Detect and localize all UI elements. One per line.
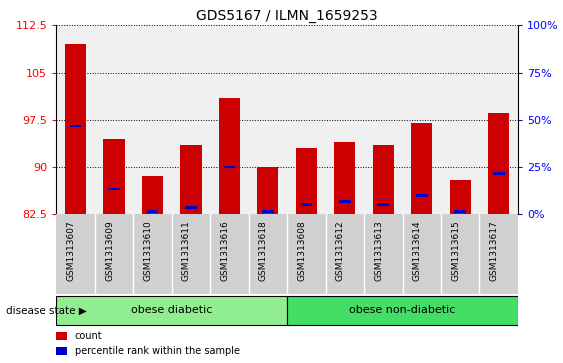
Bar <box>373 145 394 214</box>
Text: GSM1313618: GSM1313618 <box>259 221 268 281</box>
Text: GSM1313610: GSM1313610 <box>144 221 153 281</box>
Text: GSM1313607: GSM1313607 <box>66 221 75 281</box>
Bar <box>334 142 355 214</box>
Bar <box>104 139 124 214</box>
Text: obese diabetic: obese diabetic <box>131 305 212 315</box>
Title: GDS5167 / ILMN_1659253: GDS5167 / ILMN_1659253 <box>196 9 378 23</box>
Text: GSM1313608: GSM1313608 <box>297 221 306 281</box>
Legend: count, percentile rank within the sample: count, percentile rank within the sample <box>56 331 240 356</box>
Bar <box>70 125 82 127</box>
Bar <box>416 194 428 197</box>
Bar <box>411 123 432 214</box>
Text: GSM1313616: GSM1313616 <box>221 221 230 281</box>
Text: GSM1313613: GSM1313613 <box>374 221 383 281</box>
Bar <box>108 188 120 191</box>
Bar <box>488 114 510 214</box>
Bar <box>296 148 317 214</box>
Text: obese non-diabetic: obese non-diabetic <box>350 305 455 315</box>
Bar <box>301 203 312 206</box>
Bar <box>454 210 466 213</box>
Text: GSM1313611: GSM1313611 <box>182 221 191 281</box>
Bar <box>180 145 202 214</box>
Bar <box>224 166 235 168</box>
Text: GSM1313615: GSM1313615 <box>452 221 460 281</box>
Bar <box>185 207 197 209</box>
Bar <box>65 44 86 214</box>
Bar <box>257 167 279 214</box>
Bar <box>493 172 504 175</box>
Bar <box>287 295 518 325</box>
Bar <box>450 180 471 214</box>
Text: GSM1313614: GSM1313614 <box>413 221 422 281</box>
Bar <box>262 210 274 213</box>
Text: GSM1313612: GSM1313612 <box>336 221 345 281</box>
Text: disease state ▶: disease state ▶ <box>6 305 86 315</box>
Bar <box>142 176 163 214</box>
Bar <box>339 200 351 203</box>
Bar <box>377 203 389 206</box>
Text: GSM1313609: GSM1313609 <box>105 221 114 281</box>
Text: GSM1313617: GSM1313617 <box>490 221 499 281</box>
Bar <box>56 295 287 325</box>
Bar <box>219 98 240 214</box>
Bar <box>146 210 158 213</box>
